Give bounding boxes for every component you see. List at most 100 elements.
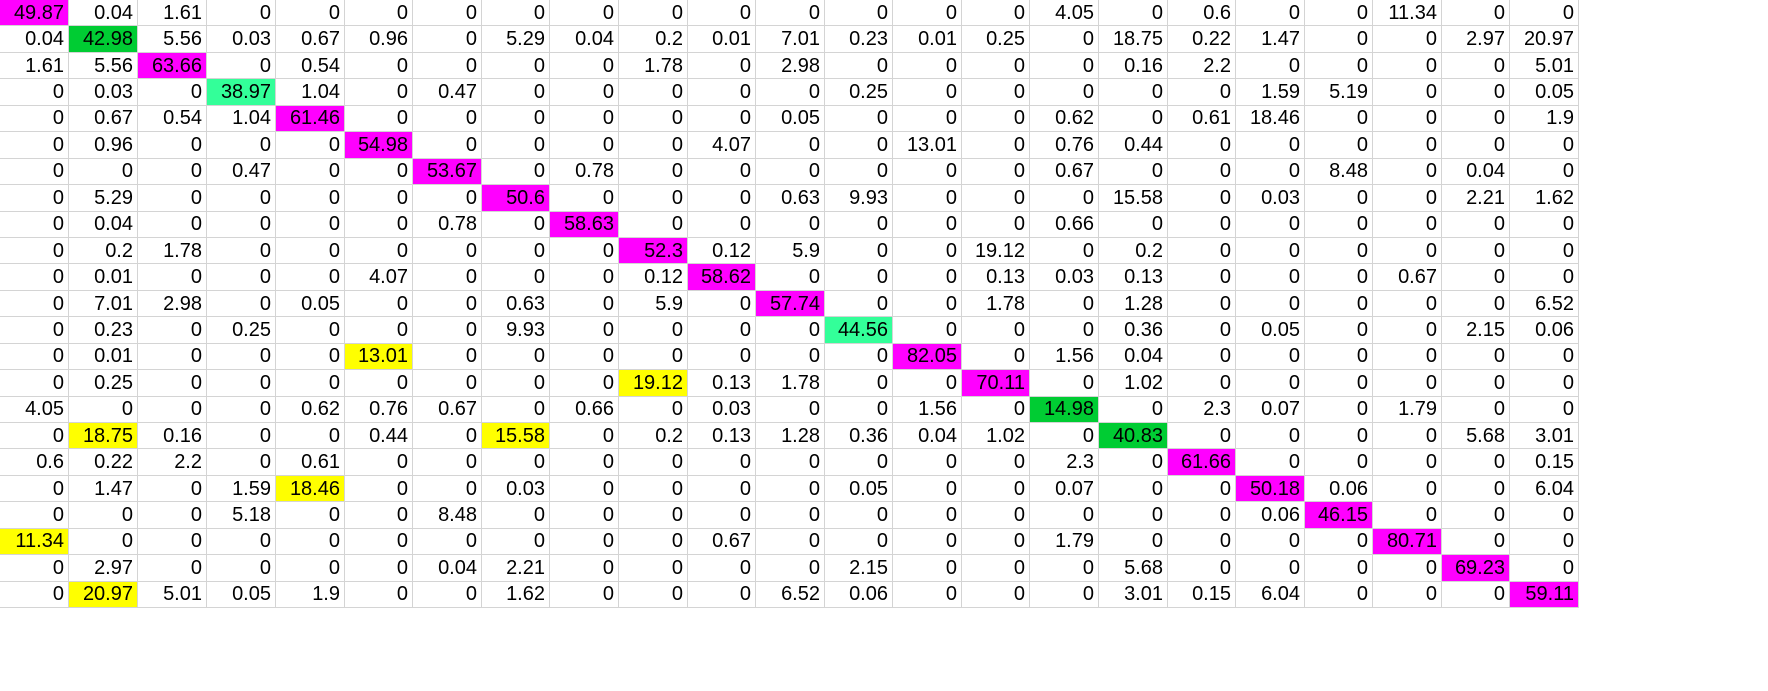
table-cell[interactable]: 0 [1304,342,1373,371]
table-cell[interactable]: 0 [1441,474,1510,503]
table-cell[interactable]: 6.04 [1235,580,1305,609]
table-cell[interactable]: 0 [137,131,207,159]
table-cell[interactable]: 0.25 [824,78,893,106]
table-cell[interactable]: 2.2 [137,448,207,476]
table-cell[interactable]: 0 [1372,236,1442,265]
table-cell[interactable]: 0.06 [824,580,893,609]
table-cell[interactable]: 1.9 [275,580,345,609]
table-cell[interactable]: 0 [755,501,825,529]
table-cell[interactable]: 0.61 [1167,104,1236,133]
table-cell[interactable]: 0 [275,263,345,291]
table-cell[interactable]: 0 [68,501,138,529]
table-cell[interactable]: 0 [687,474,756,503]
table-cell[interactable]: 0 [1029,316,1099,344]
table-cell[interactable]: 0 [687,210,756,238]
table-cell[interactable]: 0 [68,157,138,186]
table-cell[interactable]: 0.23 [824,25,893,53]
table-cell[interactable]: 0 [1304,527,1373,556]
table-cell[interactable]: 0 [275,342,345,371]
table-cell[interactable]: 3.01 [1098,580,1168,609]
table-cell[interactable]: 0 [961,474,1030,503]
table-cell[interactable]: 0 [412,131,482,159]
table-cell[interactable]: 0.67 [1029,157,1099,186]
table-cell[interactable]: 0 [549,263,619,291]
table-cell[interactable]: 1.28 [755,421,825,450]
table-cell[interactable]: 0.54 [137,104,207,133]
table-cell[interactable]: 0 [1029,289,1099,318]
table-cell[interactable]: 0 [0,421,69,450]
table-cell[interactable]: 0.2 [1098,236,1168,265]
table-cell[interactable]: 0 [755,131,825,159]
table-cell[interactable]: 0.67 [687,527,756,556]
table-cell[interactable]: 0.05 [824,474,893,503]
table-cell[interactable]: 0 [892,580,962,609]
table-cell[interactable]: 0 [1098,0,1168,27]
table-cell[interactable]: 0.04 [892,421,962,450]
table-cell[interactable]: 0 [549,104,619,133]
table-cell[interactable]: 0 [1029,554,1099,582]
table-cell[interactable]: 0 [0,369,69,397]
table-cell[interactable]: 0 [892,554,962,582]
table-cell[interactable]: 0 [275,501,345,529]
table-cell[interactable]: 0 [344,51,413,80]
table-cell[interactable]: 0 [0,289,69,318]
table-cell[interactable]: 2.15 [824,554,893,582]
table-cell[interactable]: 4.05 [1029,0,1099,27]
table-cell[interactable]: 82.05 [892,342,962,371]
table-cell[interactable]: 0 [892,527,962,556]
table-cell[interactable]: 0.62 [1029,104,1099,133]
table-cell[interactable]: 0 [137,369,207,397]
table-cell[interactable]: 0 [1372,104,1442,133]
table-cell[interactable]: 69.23 [1441,554,1510,582]
table-cell[interactable]: 0 [1372,316,1442,344]
table-cell[interactable]: 0 [1167,263,1236,291]
table-cell[interactable]: 0 [549,501,619,529]
table-cell[interactable]: 6.52 [755,580,825,609]
table-cell[interactable]: 58.62 [687,263,756,291]
table-cell[interactable]: 0 [618,157,688,186]
table-cell[interactable]: 15.58 [481,421,550,450]
table-cell[interactable]: 0 [344,289,413,318]
table-cell[interactable]: 70.11 [961,369,1030,397]
table-cell[interactable]: 0 [1441,131,1510,159]
table-cell[interactable]: 0 [137,316,207,344]
table-cell[interactable]: 0.25 [206,316,276,344]
table-cell[interactable]: 0 [961,210,1030,238]
table-cell[interactable]: 0 [275,131,345,159]
table-cell[interactable]: 0.66 [1029,210,1099,238]
table-cell[interactable]: 0 [1029,369,1099,397]
table-cell[interactable]: 0.6 [0,448,69,476]
table-cell[interactable]: 8.48 [412,501,482,529]
table-cell[interactable]: 0 [344,527,413,556]
table-cell[interactable]: 0 [824,51,893,80]
table-cell[interactable]: 0 [1235,527,1305,556]
table-cell[interactable]: 0 [0,342,69,371]
table-cell[interactable]: 0 [0,501,69,529]
table-cell[interactable]: 19.12 [961,236,1030,265]
table-cell[interactable]: 0.63 [481,289,550,318]
table-cell[interactable]: 50.18 [1235,474,1305,503]
table-cell[interactable]: 0 [1372,131,1442,159]
table-cell[interactable]: 0 [961,342,1030,371]
table-cell[interactable]: 0 [687,554,756,582]
table-cell[interactable]: 0 [961,527,1030,556]
table-cell[interactable]: 0 [1509,369,1579,397]
table-cell[interactable]: 0 [412,342,482,371]
table-cell[interactable]: 0 [1029,184,1099,212]
table-cell[interactable]: 0 [137,184,207,212]
table-cell[interactable]: 0 [137,157,207,186]
table-cell[interactable]: 0 [1235,157,1305,186]
table-cell[interactable]: 0.6 [1167,0,1236,27]
table-cell[interactable]: 0 [1235,421,1305,450]
table-cell[interactable]: 0.47 [206,157,276,186]
table-cell[interactable]: 13.01 [892,131,962,159]
table-cell[interactable]: 0 [481,78,550,106]
table-cell[interactable]: 0 [0,474,69,503]
table-cell[interactable]: 0 [1441,210,1510,238]
table-cell[interactable]: 0 [549,0,619,27]
table-cell[interactable]: 0 [68,395,138,424]
table-cell[interactable]: 0 [1372,448,1442,476]
table-cell[interactable]: 0 [755,474,825,503]
table-cell[interactable]: 0.54 [275,51,345,80]
table-cell[interactable]: 0.03 [206,25,276,53]
